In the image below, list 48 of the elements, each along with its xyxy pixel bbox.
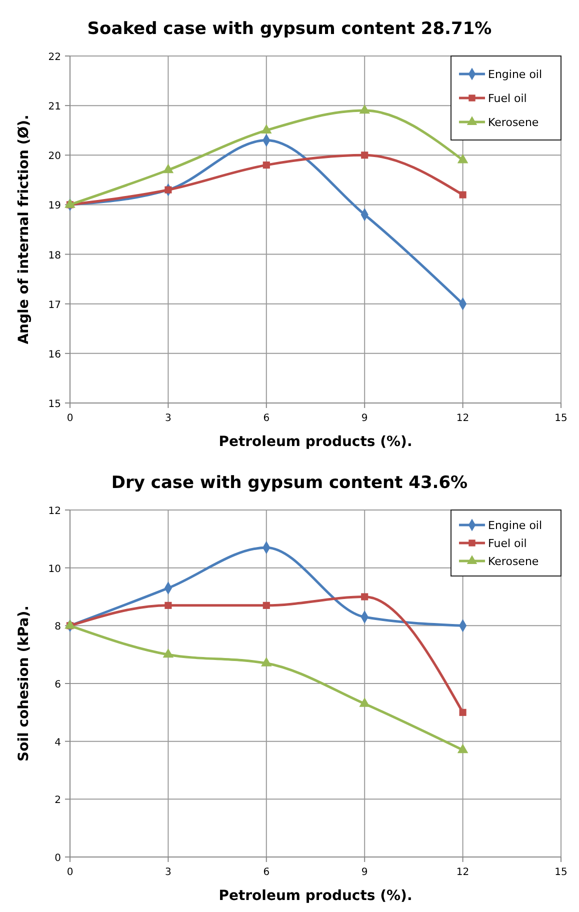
y-tick-label: 0	[54, 853, 61, 864]
point	[162, 164, 174, 174]
point	[361, 152, 368, 159]
x-tick-label: 0	[66, 413, 74, 424]
y-tick-label: 4	[54, 737, 61, 748]
y-axis-title: Angle of internal friction (Ø).	[16, 114, 32, 344]
point	[164, 186, 172, 194]
y-tick-label: 16	[48, 349, 61, 360]
x-tick-label: 12	[456, 413, 470, 424]
y-tick-label: 17	[48, 300, 61, 311]
point	[459, 191, 466, 198]
x-tick-label: 15	[554, 867, 568, 878]
chart-title: Soaked case with gypsum content 28.71%	[87, 19, 492, 39]
legend-label: Engine oil	[488, 519, 542, 532]
x-axis-title: Petroleum products (%).	[218, 888, 412, 904]
x-tick-label: 12	[456, 867, 470, 878]
point	[261, 124, 272, 134]
legend-label: Kerosene	[488, 555, 539, 568]
y-tick-label: 8	[54, 622, 61, 633]
y-axis-title: Soil cohesion (kPa).	[16, 606, 32, 762]
point	[64, 198, 76, 208]
y-tick-label: 6	[54, 680, 61, 690]
x-tick-label: 9	[361, 413, 368, 424]
y-tick-label: 15	[48, 399, 61, 410]
x-tick-label: 0	[66, 867, 74, 878]
y-tick-label: 10	[48, 564, 61, 575]
point	[359, 104, 370, 114]
x-tick-label: 9	[361, 867, 368, 878]
point	[457, 154, 468, 164]
legend-label: Fuel oil	[488, 92, 527, 105]
y-tick-label: 18	[48, 250, 61, 262]
x-tick-label: 6	[263, 867, 270, 878]
y-tick-label: 12	[48, 506, 61, 517]
x-tick-label: 15	[554, 413, 568, 424]
y-tick-label: 2	[54, 795, 61, 806]
x-tick-label: 6	[263, 413, 270, 424]
x-tick-label: 3	[165, 867, 172, 878]
legend-label: Engine oil	[488, 68, 542, 81]
legend-label: Fuel oil	[488, 537, 527, 550]
x-tick-label: 3	[165, 413, 172, 424]
y-tick-label: 22	[48, 52, 61, 63]
y-tick-label: 19	[48, 200, 61, 212]
chart-title: Dry case with gypsum content 43.6%	[111, 473, 468, 493]
point	[262, 162, 270, 169]
y-tick-label: 20	[48, 151, 61, 162]
x-axis-title: Petroleum products (%).	[218, 434, 412, 450]
y-tick-label: 21	[48, 102, 61, 113]
legend-label: Kerosene	[488, 116, 539, 129]
